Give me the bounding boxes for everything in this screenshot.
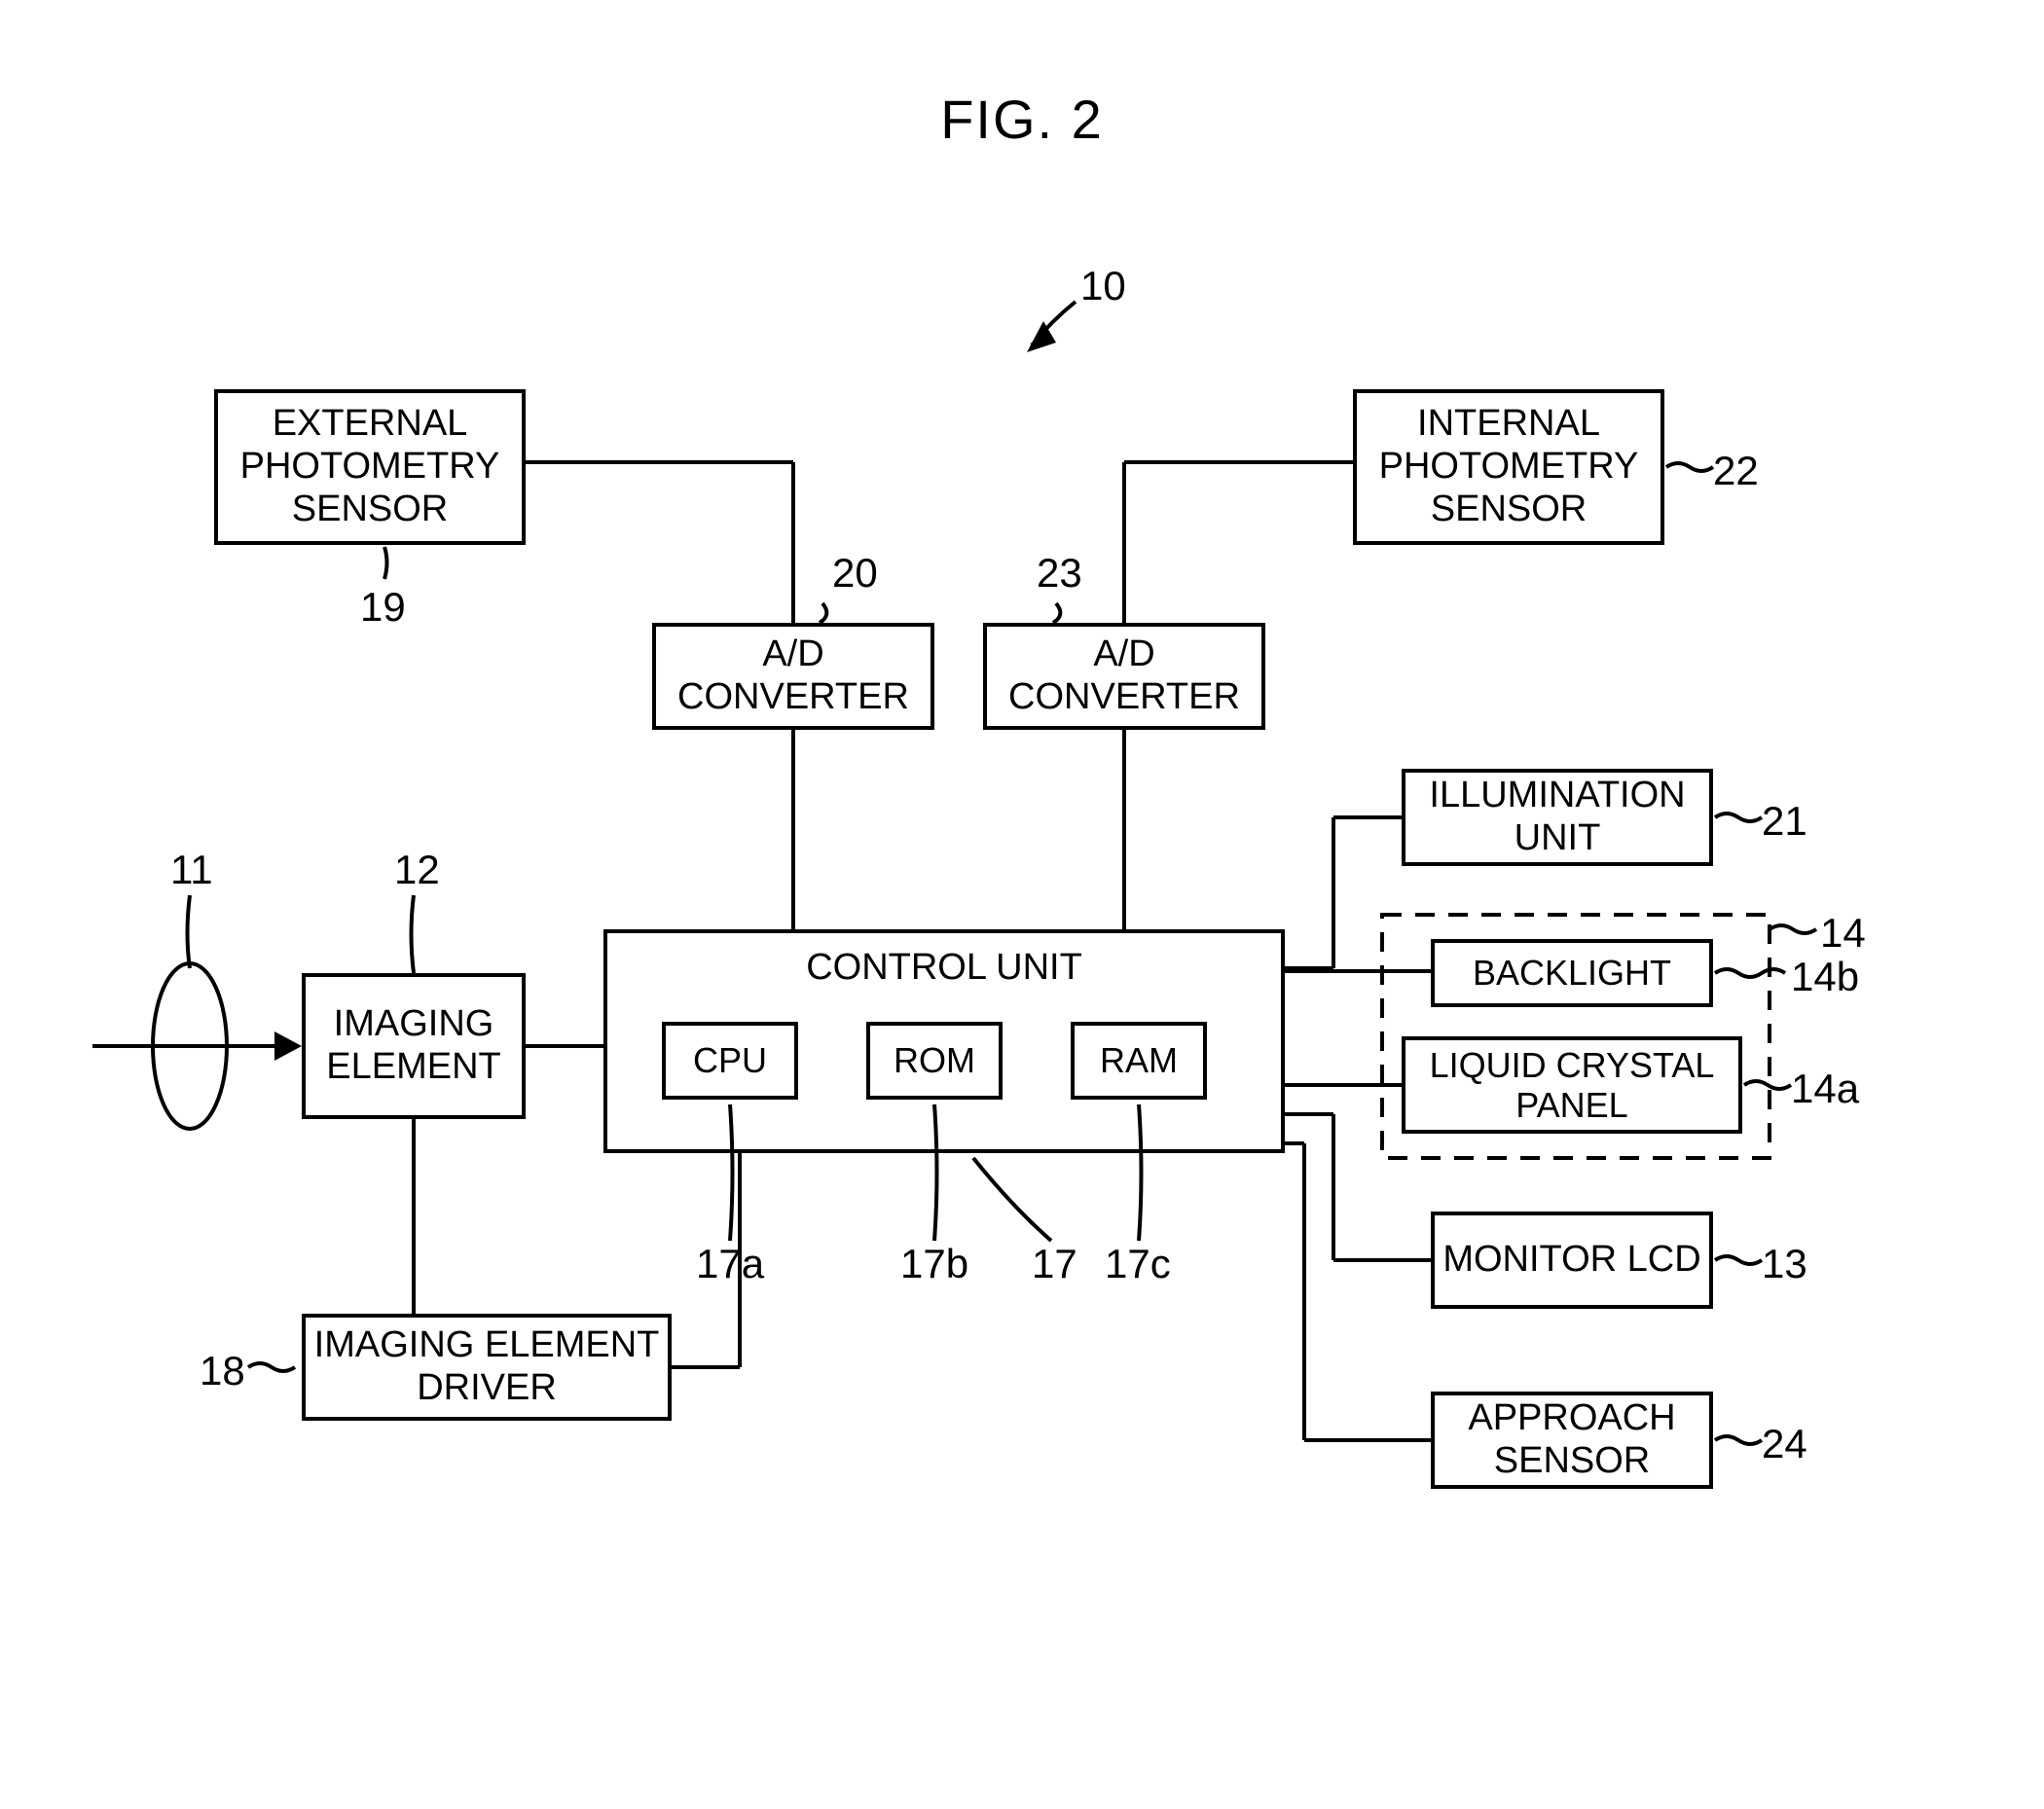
box-imaging-element-driver: IMAGING ELEMENT DRIVER [302,1314,672,1421]
box-label: IMAGING ELEMENT [306,1003,522,1088]
box-ad-converter-23: A/D CONVERTER [983,623,1265,730]
box-cpu: CPU [662,1022,798,1100]
box-label: INTERNAL PHOTOMETRY SENSOR [1357,403,1661,530]
ref-24: 24 [1762,1421,1807,1467]
svg-wires [0,0,2044,1809]
box-imaging-element: IMAGING ELEMENT [302,973,526,1119]
diagram-canvas: FIG. 2 EXTERNAL PHOTOMETRY SENSOR INTERN… [0,0,2044,1809]
ref-17c: 17c [1105,1241,1171,1287]
ref-14: 14 [1820,910,1866,957]
box-label: BACKLIGHT [1473,953,1671,993]
box-label: A/D CONVERTER [987,633,1261,718]
box-label: APPROACH SENSOR [1435,1397,1709,1482]
box-approach-sensor: APPROACH SENSOR [1431,1392,1713,1489]
box-label: MONITOR LCD [1442,1239,1700,1282]
ref-21: 21 [1762,798,1807,845]
box-internal-photometry: INTERNAL PHOTOMETRY SENSOR [1353,389,1664,545]
ref-18: 18 [200,1348,245,1394]
box-label: ILLUMINATION UNIT [1405,775,1709,859]
box-ram: RAM [1071,1022,1207,1100]
ref-13: 13 [1762,1241,1807,1287]
box-label: A/D CONVERTER [656,633,931,718]
box-rom: ROM [866,1022,1003,1100]
ref-17b: 17b [900,1241,968,1287]
ref-11: 11 [170,847,213,893]
ref-14a: 14a [1791,1066,1859,1112]
ref-23: 23 [1037,550,1082,597]
ref-12: 12 [394,847,440,893]
box-label: IMAGING ELEMENT DRIVER [306,1324,668,1409]
ref-17: 17 [1032,1241,1077,1287]
ref-20: 20 [832,550,878,597]
box-label: EXTERNAL PHOTOMETRY SENSOR [218,403,522,530]
figure-title: FIG. 2 [0,88,2044,151]
box-external-photometry: EXTERNAL PHOTOMETRY SENSOR [214,389,526,545]
box-backlight: BACKLIGHT [1431,939,1713,1007]
box-illumination-unit: ILLUMINATION UNIT [1402,769,1713,866]
box-liquid-crystal-panel: LIQUID CRYSTAL PANEL [1402,1036,1742,1134]
box-label: RAM [1100,1040,1178,1080]
box-label: LIQUID CRYSTAL PANEL [1405,1045,1738,1126]
box-label: ROM [894,1040,975,1080]
ref-10: 10 [1080,263,1126,309]
box-monitor-lcd: MONITOR LCD [1431,1212,1713,1309]
box-label: CPU [693,1040,767,1080]
ref-17a: 17a [696,1241,764,1287]
box-label: CONTROL UNIT [806,947,1082,990]
ref-22: 22 [1713,448,1759,494]
box-ad-converter-20: A/D CONVERTER [652,623,934,730]
ref-14b: 14b [1791,954,1859,1000]
ref-19: 19 [360,584,406,631]
